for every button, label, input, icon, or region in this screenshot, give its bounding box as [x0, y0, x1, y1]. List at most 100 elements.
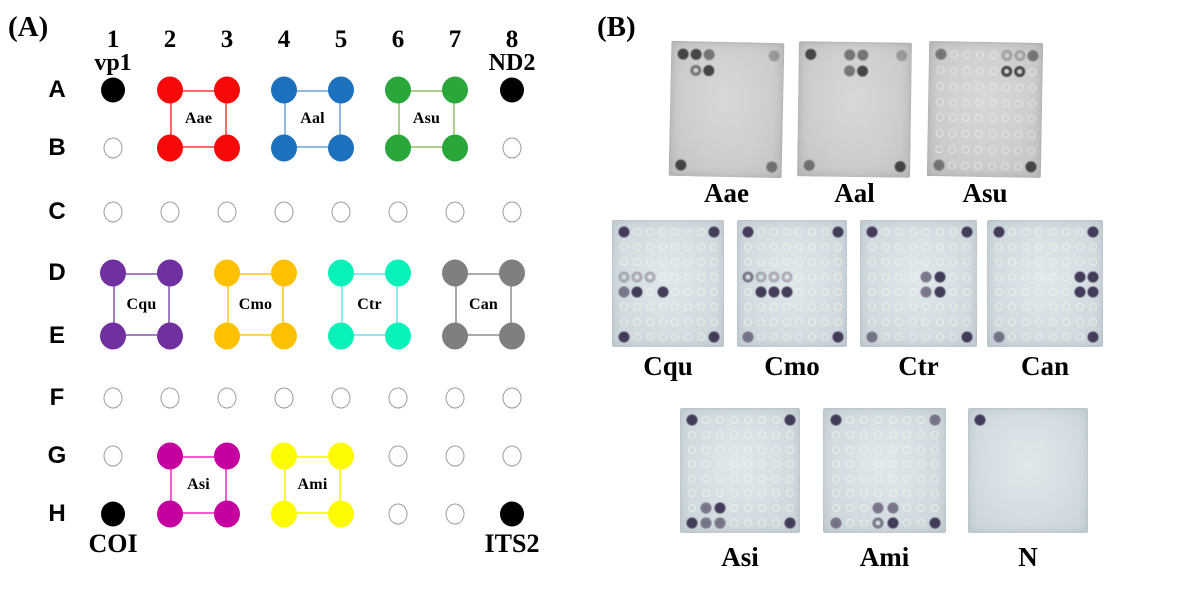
- ghost-spot: [1035, 332, 1044, 341]
- empty-spot: [388, 445, 408, 467]
- ghost-spot: [710, 243, 719, 252]
- ghost-spot: [785, 430, 794, 439]
- signal-dot: [784, 517, 796, 529]
- ghost-spot: [845, 445, 854, 454]
- ghost-spot: [961, 114, 971, 123]
- ghost-spot: [988, 98, 997, 107]
- signal-dot: [887, 517, 899, 529]
- membrane-photo-aal: [797, 41, 912, 178]
- control-marker-spot: [500, 77, 524, 103]
- signal-dot: [929, 517, 941, 529]
- ghost-spot: [962, 287, 971, 296]
- ghost-spot: [757, 489, 766, 498]
- control-marker-spot: [500, 501, 524, 527]
- ghost-spot: [949, 273, 958, 282]
- ghost-spot: [845, 460, 854, 469]
- signal-dot: [896, 50, 908, 62]
- ghost-spot: [808, 332, 817, 341]
- ghost-spot: [931, 504, 940, 513]
- ghost-spot: [1021, 317, 1030, 326]
- membrane-label: Cmo: [764, 351, 820, 381]
- ghost-spot: [688, 504, 697, 513]
- column-header: 3: [220, 26, 234, 53]
- ghost-spot: [935, 317, 944, 326]
- ghost-spot: [922, 243, 931, 252]
- ghost-spot: [645, 317, 654, 326]
- signal-dot: [961, 226, 973, 238]
- species-group-label: Aal: [300, 110, 325, 127]
- empty-spot: [160, 387, 180, 409]
- ghost-spot: [743, 430, 752, 439]
- row-label: G: [47, 442, 67, 469]
- ghost-spot: [710, 258, 719, 267]
- ghost-spot: [988, 130, 997, 139]
- ghost-spot: [922, 302, 931, 311]
- ghost-spot: [902, 460, 911, 469]
- signal-dot: [804, 48, 817, 61]
- ghost-spot: [888, 445, 897, 454]
- signal-dot: [703, 64, 715, 77]
- ghost-spot: [888, 474, 897, 483]
- signal-dot: [618, 271, 630, 283]
- probe-spot-asu: [385, 76, 411, 104]
- ghost-spot: [771, 460, 780, 469]
- ghost-spot: [697, 317, 706, 326]
- signal-dot: [742, 271, 754, 283]
- signal-dot: [856, 65, 869, 77]
- ghost-spot: [961, 129, 970, 138]
- signal-dot: [929, 414, 941, 426]
- ghost-spot: [888, 430, 897, 439]
- column-header: 6: [391, 26, 405, 53]
- ghost-spot: [1035, 317, 1044, 326]
- ghost-spot: [1062, 302, 1071, 311]
- probe-spot-can: [499, 322, 525, 350]
- ghost-spot: [1028, 99, 1037, 108]
- ghost-spot: [975, 98, 984, 107]
- ghost-spot: [963, 50, 972, 59]
- ghost-spot: [975, 114, 984, 123]
- ghost-spot: [730, 474, 739, 483]
- ghost-spot: [948, 129, 957, 138]
- ghost-spot: [769, 258, 778, 267]
- signal-dot: [894, 160, 907, 173]
- ghost-spot: [688, 460, 697, 469]
- ghost-spot: [702, 416, 711, 425]
- ghost-spot: [771, 504, 780, 513]
- empty-spot: [445, 445, 465, 467]
- membrane-photo-can: [987, 220, 1103, 347]
- ghost-spot: [795, 317, 804, 326]
- probe-spot-asu: [442, 134, 468, 162]
- empty-spot: [502, 137, 522, 159]
- signal-dot: [933, 159, 945, 171]
- signal-dot: [1025, 161, 1037, 173]
- ghost-spot: [688, 445, 697, 454]
- ghost-spot: [785, 445, 794, 454]
- probe-spot-ctr: [328, 259, 354, 287]
- ghost-spot: [831, 460, 840, 469]
- ghost-spot: [1035, 243, 1044, 252]
- empty-spot: [502, 201, 522, 223]
- ghost-spot: [684, 287, 693, 296]
- signal-dot: [993, 331, 1005, 343]
- ghost-spot: [757, 430, 766, 439]
- ghost-spot: [833, 243, 842, 252]
- probe-spot-cmo: [214, 322, 240, 350]
- empty-spot: [445, 387, 465, 409]
- signal-dot: [755, 271, 767, 283]
- signal-dot: [920, 271, 932, 283]
- ghost-spot: [1075, 302, 1084, 311]
- ghost-spot: [658, 302, 667, 311]
- ghost-spot: [931, 489, 940, 498]
- ghost-spot: [902, 445, 911, 454]
- signal-dot: [689, 64, 702, 76]
- control-gene-label: vp1: [94, 50, 132, 76]
- ghost-spot: [730, 445, 739, 454]
- ghost-spot: [895, 273, 904, 282]
- membrane-label: Asu: [962, 178, 1008, 208]
- ghost-spot: [895, 258, 904, 267]
- signal-dot: [700, 502, 712, 514]
- species-group-frame: Asi: [170, 456, 227, 514]
- ghost-spot: [833, 273, 842, 282]
- ghost-spot: [688, 430, 697, 439]
- signal-dot: [1014, 65, 1026, 78]
